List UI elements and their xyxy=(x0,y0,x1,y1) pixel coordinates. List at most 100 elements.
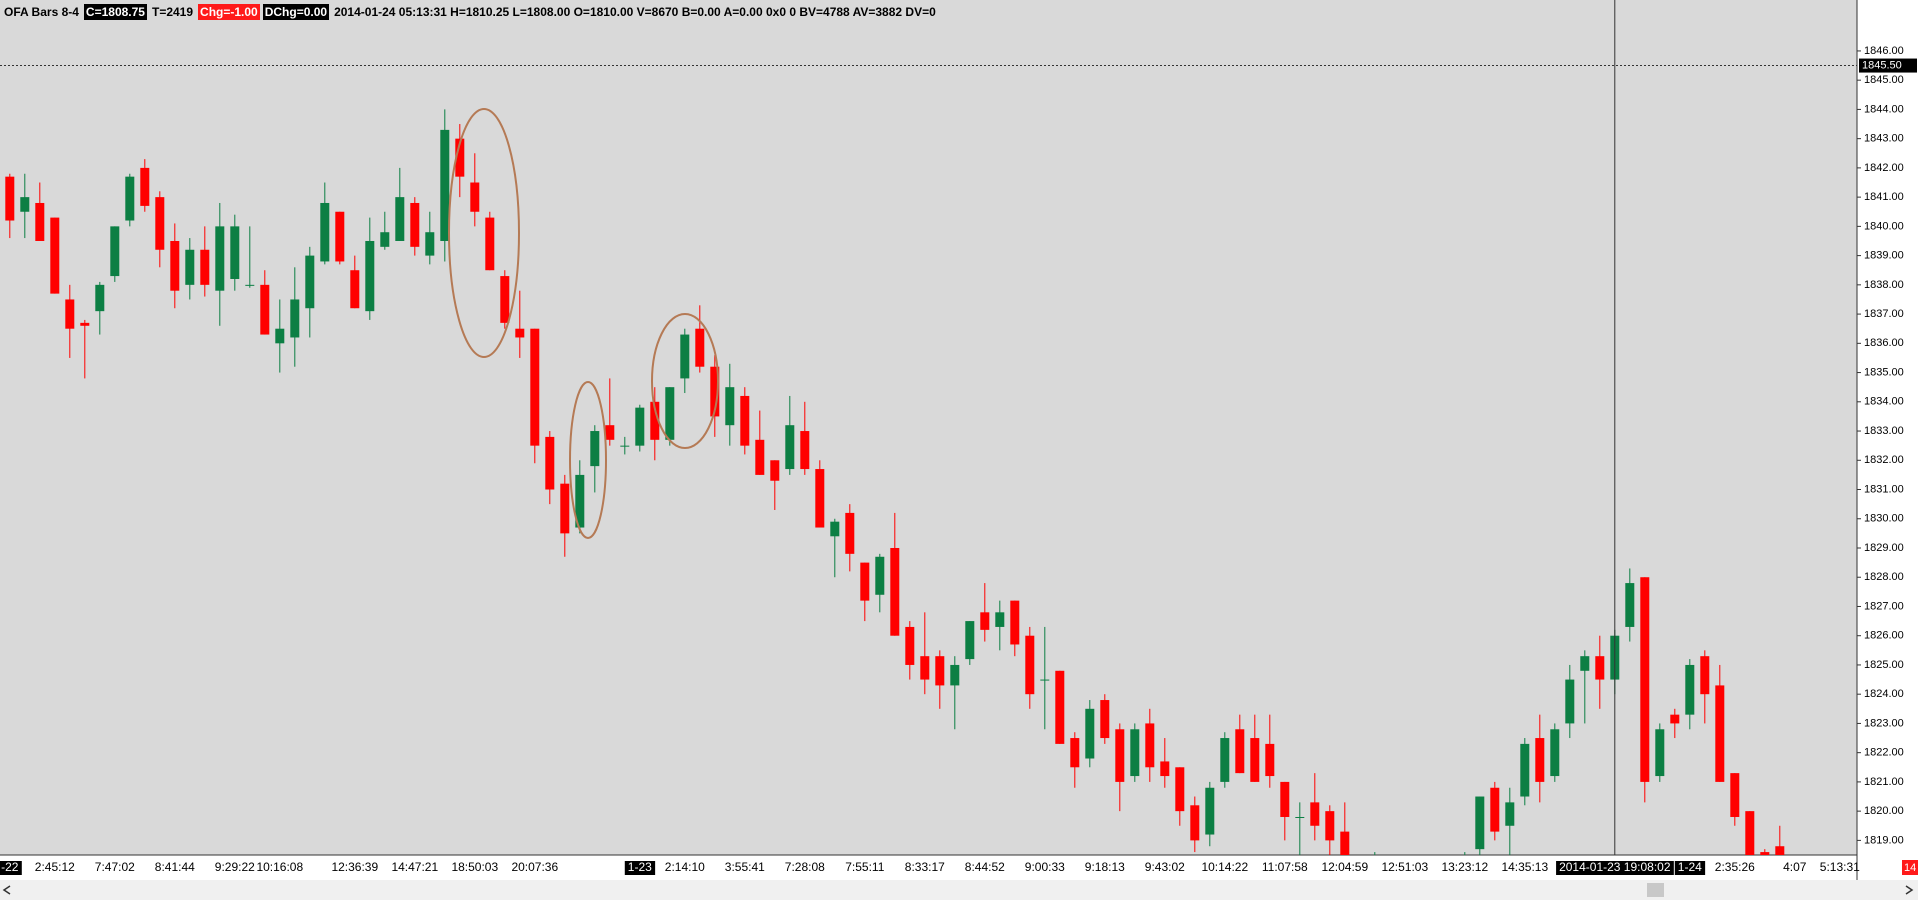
annotation-ellipse xyxy=(448,108,520,358)
plot-area xyxy=(0,0,1857,855)
y-tick-label: 1821.00 xyxy=(1864,776,1904,788)
candle-body xyxy=(965,621,975,660)
header-field: 2014-01-24 05:13:31 H=1810.25 L=1808.00 … xyxy=(334,5,936,19)
candle-body xyxy=(1595,656,1605,680)
candle-body xyxy=(335,211,345,262)
candle-body xyxy=(1055,670,1065,744)
candle-body xyxy=(230,226,240,279)
x-tick-label: 2014-01-23 19:08:02 xyxy=(1559,860,1671,874)
candle-body xyxy=(875,556,885,595)
candle-body xyxy=(605,425,615,440)
candle-body xyxy=(275,328,285,344)
candle-body xyxy=(620,445,630,447)
candle-body xyxy=(50,217,60,294)
candle-body xyxy=(1340,831,1350,855)
y-tick-label: 1838.00 xyxy=(1864,279,1904,291)
candle-body xyxy=(1490,787,1500,832)
candle-body xyxy=(485,217,495,271)
scrollbar[interactable] xyxy=(0,880,1918,900)
candle-body xyxy=(1070,738,1080,768)
candle-body xyxy=(1325,811,1335,841)
candle-body xyxy=(260,284,270,335)
x-tick-label: 9:43:02 xyxy=(1145,860,1185,874)
candle-body xyxy=(1310,802,1320,826)
candle-body xyxy=(980,612,990,630)
y-tick-label: 1830.00 xyxy=(1864,513,1904,525)
candle-body xyxy=(1580,656,1590,671)
candle-body xyxy=(935,656,945,686)
x-tick-label: 1-24 xyxy=(1678,860,1702,874)
candle-body xyxy=(110,226,120,277)
candle-body xyxy=(125,176,135,221)
candle-body xyxy=(560,483,570,534)
candle-body xyxy=(1235,729,1245,774)
candle-body xyxy=(1655,729,1665,777)
candle-body xyxy=(215,226,225,291)
x-tick-label: 8:44:52 xyxy=(965,860,1005,874)
overlay xyxy=(448,108,719,539)
candle-body xyxy=(1700,656,1710,695)
header-title: OFA Bars 8-4 xyxy=(4,5,79,19)
candle-body xyxy=(1205,787,1215,835)
y-tick-label: 1828.00 xyxy=(1864,571,1904,583)
candle-body xyxy=(455,138,465,177)
y-tick-label: 1835.00 xyxy=(1864,366,1904,378)
x-tick-label: 11:07:58 xyxy=(1262,860,1308,874)
candle-body xyxy=(725,387,735,426)
corner-label: 14 xyxy=(1904,862,1916,874)
candle-body xyxy=(785,425,795,470)
candle-body xyxy=(155,197,165,250)
candle-body xyxy=(1670,714,1680,724)
candle-body xyxy=(320,202,330,262)
candle-body xyxy=(140,167,150,206)
candle-body xyxy=(695,328,705,367)
candle-body xyxy=(920,656,930,680)
header: OFA Bars 8-4 C=1808.75 T=2419 Chg=-1.00 DChg… xyxy=(4,4,941,20)
scroll-right[interactable] xyxy=(1905,885,1914,895)
annotation-ellipse xyxy=(569,381,607,539)
candle-body xyxy=(995,612,1005,627)
scroll-left[interactable] xyxy=(2,885,11,895)
x-tick-label: 7:28:08 xyxy=(785,860,825,874)
candle-body xyxy=(815,469,825,528)
x-tick-label: 12:51:03 xyxy=(1381,860,1428,874)
candle-body xyxy=(575,474,585,528)
candle-body xyxy=(290,299,300,338)
candle-body xyxy=(1535,738,1545,782)
y-tick-label: 1846.00 xyxy=(1864,45,1904,57)
candle-body xyxy=(1040,679,1050,681)
x-tick-label: 18:50:03 xyxy=(451,860,498,874)
candle-body xyxy=(1130,729,1140,777)
y-tick-label: 1819.00 xyxy=(1864,834,1904,846)
x-tick-label: 4:07 xyxy=(1783,860,1807,874)
candle-body xyxy=(80,322,90,326)
corner-box xyxy=(1902,860,1918,875)
x-tick-label: 1-23 xyxy=(628,860,652,874)
candle-body xyxy=(170,240,180,291)
y-tick-label: 1839.00 xyxy=(1864,250,1904,262)
y-tick-label: 1837.00 xyxy=(1864,308,1904,320)
candle-body xyxy=(1775,846,1785,855)
candle-body xyxy=(1190,805,1200,841)
y-tick-label: 1825.00 xyxy=(1864,659,1904,671)
x-tick-label: 7:47:02 xyxy=(95,860,135,874)
candle-body xyxy=(200,249,210,285)
candle-body xyxy=(1025,635,1035,695)
axes: 1819.00 1820.00 1821.00 1822.00 1823.00 1824.… xyxy=(0,0,1918,875)
time-axis-panel xyxy=(0,855,1857,880)
candle-body xyxy=(1085,708,1095,759)
candle-body xyxy=(1175,767,1185,812)
y-tick-label: 1841.00 xyxy=(1864,191,1904,203)
header-field: Chg=-1.00 xyxy=(198,4,260,20)
candle-body xyxy=(95,284,105,312)
candle-body xyxy=(380,232,390,247)
y-tick-label: 1843.00 xyxy=(1864,133,1904,145)
y-tick-label: 1829.00 xyxy=(1864,542,1904,554)
candle-body xyxy=(1640,577,1650,782)
candle-body xyxy=(710,366,720,417)
header-field: DChg=0.00 xyxy=(262,4,330,20)
y-tick-label: 1827.00 xyxy=(1864,600,1904,612)
scroll-thumb[interactable] xyxy=(1647,883,1664,897)
candle-body xyxy=(185,249,195,285)
